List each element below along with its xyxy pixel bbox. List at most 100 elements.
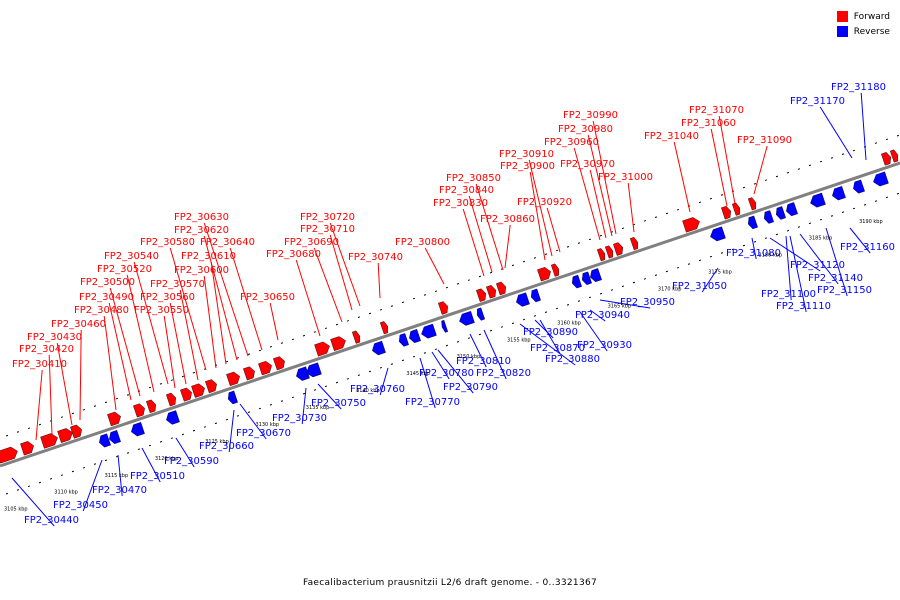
tick-mark: [720, 252, 724, 254]
tick-mark: [115, 397, 119, 400]
kbp-scale-label: 3105 kbp: [4, 507, 28, 513]
forward-gene-label: FP2_30500: [80, 277, 135, 288]
forward-leader-line: [528, 159, 553, 257]
tick-mark: [467, 279, 471, 281]
tick-mark: [225, 418, 229, 421]
kbp-scale-label: 3110 kbp: [54, 490, 78, 496]
forward-gene-arrow: [682, 217, 700, 233]
kbp-scale-label: 3150 kbp: [457, 354, 481, 360]
legend-item-forward: Forward: [836, 9, 890, 24]
tick-mark: [577, 242, 581, 244]
reverse-leader-line: [769, 237, 821, 272]
tick-mark: [269, 403, 273, 406]
forward-leader-line: [210, 261, 227, 365]
reverse-gene-arrow: [786, 202, 798, 217]
tick-mark: [489, 271, 493, 274]
tick-mark: [148, 444, 152, 447]
forward-gene-arrow: [596, 248, 605, 262]
forward-gene-label: FP2_30520: [97, 264, 152, 275]
tick-mark: [412, 355, 416, 358]
tick-mark: [874, 200, 878, 202]
tick-mark: [82, 408, 86, 411]
forward-gene-arrow: [146, 399, 157, 414]
forward-leader-line: [109, 287, 141, 397]
forward-gene-label: FP2_30640: [200, 237, 255, 248]
forward-leader-line: [203, 222, 249, 357]
tick-mark: [588, 296, 592, 299]
forward-gene-arrow: [226, 371, 240, 387]
reverse-gene-label: FP2_30760: [350, 384, 405, 395]
reverse-gene-label: FP2_30780: [419, 368, 474, 379]
forward-gene-arrow: [205, 379, 217, 394]
tick-mark: [599, 234, 603, 237]
tick-mark: [368, 312, 372, 315]
tick-mark: [269, 345, 273, 348]
tick-mark: [27, 485, 31, 488]
forward-gene-label: FP2_31060: [681, 118, 736, 129]
tick-mark: [852, 149, 856, 152]
tick-mark: [753, 241, 757, 243]
tick-mark: [566, 245, 570, 248]
tick-mark: [797, 226, 801, 228]
tick-mark: [588, 238, 592, 241]
forward-gene-label: FP2_30740: [348, 252, 403, 263]
forward-gene-arrow: [180, 387, 192, 402]
forward-leader-line: [377, 262, 381, 299]
reverse-gene-arrow: [306, 362, 322, 378]
tick-mark: [885, 196, 889, 199]
forward-gene-arrow: [70, 424, 82, 439]
genome-backbone: [0, 161, 900, 468]
forward-leader-line: [133, 261, 169, 385]
reverse-gene-arrow: [873, 171, 889, 187]
tick-mark: [258, 407, 262, 410]
reverse-gene-arrow: [459, 310, 475, 326]
forward-leader-line: [424, 247, 445, 285]
tick-mark: [533, 257, 537, 259]
reverse-gene-label: FP2_31140: [808, 273, 863, 284]
tick-mark: [445, 344, 449, 347]
forward-gene-label: FP2_30550: [134, 305, 189, 316]
tick-mark: [412, 297, 416, 300]
forward-leader-line: [592, 120, 617, 235]
forward-gene-label: FP2_31040: [644, 131, 699, 142]
tick-mark: [786, 229, 790, 232]
tick-mark: [357, 374, 361, 376]
tick-mark: [192, 429, 196, 432]
forward-gene-label: FP2_30830: [433, 198, 488, 209]
reverse-gene-label: FP2_30820: [476, 368, 531, 379]
tick-mark: [401, 301, 405, 304]
forward-leader-line: [753, 145, 768, 195]
reverse-gene-label: FP2_30750: [311, 398, 366, 409]
reverse-gene-label: FP2_31180: [831, 82, 886, 93]
tick-mark: [357, 316, 361, 318]
reverse-gene-arrow: [109, 430, 121, 445]
forward-gene-label: FP2_30910: [499, 149, 554, 160]
reverse-leader-line: [419, 357, 436, 409]
tick-mark: [225, 360, 229, 363]
forward-gene-arrow: [537, 267, 551, 282]
forward-gene-label: FP2_30980: [558, 124, 613, 135]
forward-leader-line: [56, 342, 73, 426]
tick-mark: [654, 274, 658, 276]
tick-mark: [896, 192, 900, 195]
tick-mark: [610, 289, 614, 291]
tick-mark: [5, 492, 9, 495]
tick-mark: [764, 179, 768, 181]
tick-mark: [5, 434, 9, 437]
forward-gene-arrow: [438, 301, 449, 315]
forward-leader-line: [35, 369, 43, 441]
reverse-leader-line: [849, 227, 871, 254]
forward-gene-arrow: [629, 236, 638, 251]
kbp-scale-label: 3160 kbp: [557, 320, 581, 326]
tick-mark: [775, 175, 779, 178]
forward-gene-label: FP2_30620: [174, 225, 229, 236]
tick-mark: [456, 341, 460, 343]
forward-gene-arrow: [330, 336, 346, 352]
tick-mark: [16, 489, 20, 491]
tick-mark: [621, 285, 625, 288]
tick-mark: [841, 153, 845, 156]
forward-leader-line: [169, 247, 207, 371]
reverse-gene-label: FP2_30880: [545, 354, 600, 365]
